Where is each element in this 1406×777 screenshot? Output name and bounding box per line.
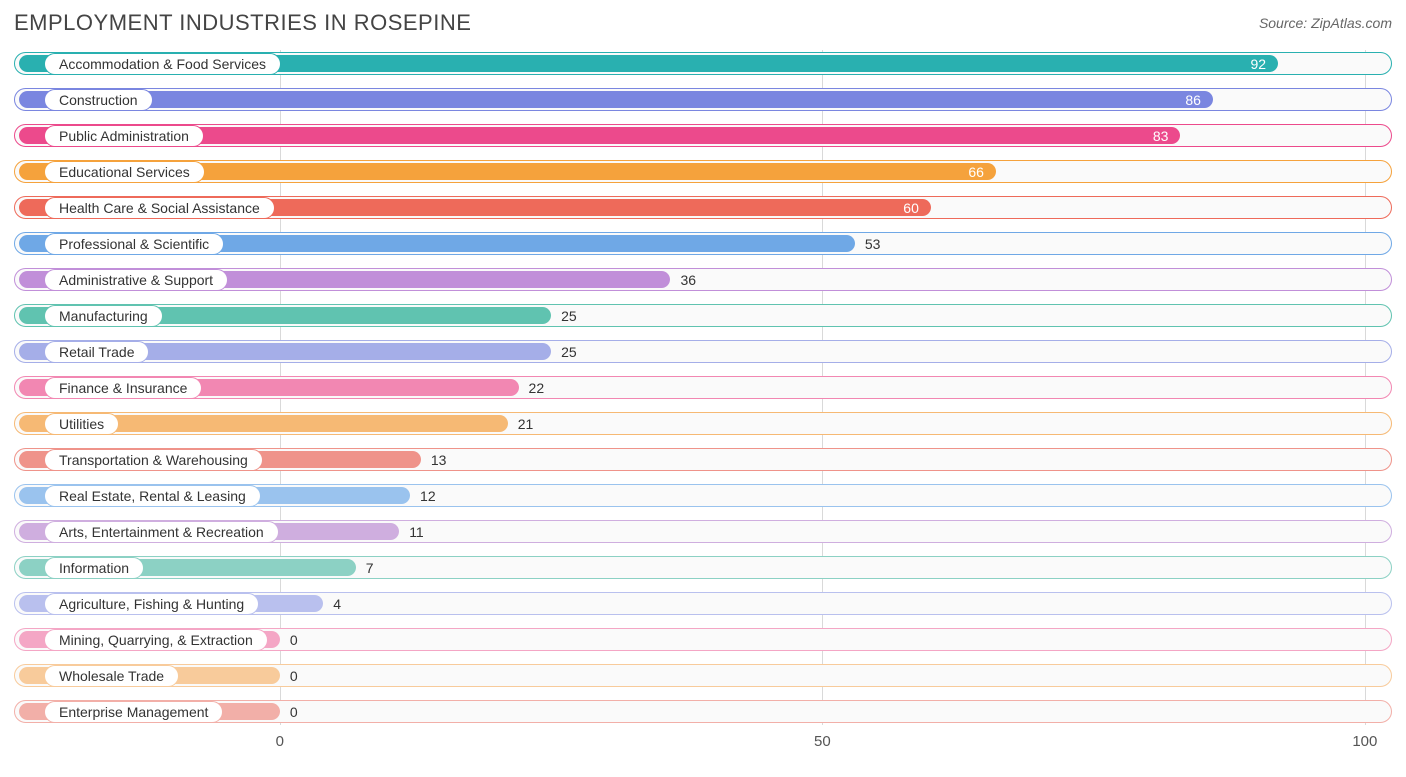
bar-value: 86 <box>1185 92 1201 108</box>
bar-row: Real Estate, Rental & Leasing 12 <box>14 482 1392 509</box>
bar-label: Arts, Entertainment & Recreation <box>44 521 279 543</box>
bar-row: Utilities 21 <box>14 410 1392 437</box>
bar-label: Information <box>44 557 144 579</box>
bar-value: 4 <box>333 596 341 612</box>
bar-row: Finance & Insurance 22 <box>14 374 1392 401</box>
bar-label: Retail Trade <box>44 341 149 363</box>
bar-value: 11 <box>409 524 424 540</box>
bar-row: Educational Services 66 <box>14 158 1392 185</box>
bar-label: Agriculture, Fishing & Hunting <box>44 593 259 615</box>
bar-value: 25 <box>561 344 577 360</box>
x-tick-label: 50 <box>814 733 831 750</box>
bar-row: Retail Trade 25 <box>14 338 1392 365</box>
bar-row: Professional & Scientific 53 <box>14 230 1392 257</box>
bar-value: 92 <box>1251 56 1267 72</box>
bar-value: 36 <box>680 272 696 288</box>
chart-plot: Accommodation & Food Services 92 Construct… <box>14 50 1392 725</box>
bar-row: Arts, Entertainment & Recreation 11 <box>14 518 1392 545</box>
chart-title: EMPLOYMENT INDUSTRIES IN ROSEPINE <box>14 10 471 36</box>
bar-value: 0 <box>290 668 298 684</box>
bar-row: Accommodation & Food Services 92 <box>14 50 1392 77</box>
bar-row: Mining, Quarrying, & Extraction 0 <box>14 626 1392 653</box>
bar-label: Accommodation & Food Services <box>44 53 281 75</box>
bar-value: 0 <box>290 704 298 720</box>
bar-row: Wholesale Trade 0 <box>14 662 1392 689</box>
bar-label: Public Administration <box>44 125 204 147</box>
bar-value: 53 <box>865 236 881 252</box>
bar-value: 13 <box>431 452 447 468</box>
bar-label: Finance & Insurance <box>44 377 202 399</box>
bar-label: Administrative & Support <box>44 269 228 291</box>
bar-value: 60 <box>903 200 919 216</box>
x-tick-label: 100 <box>1352 733 1377 750</box>
bar-value: 0 <box>290 632 298 648</box>
chart-bars: Accommodation & Food Services 92 Construct… <box>14 50 1392 725</box>
bar-row: Manufacturing 25 <box>14 302 1392 329</box>
bar-label: Construction <box>44 89 153 111</box>
bar-value: 83 <box>1153 128 1169 144</box>
bar-label: Health Care & Social Assistance <box>44 197 275 219</box>
x-tick-label: 0 <box>276 733 284 750</box>
bar-value: 66 <box>968 164 984 180</box>
bar-fill <box>19 91 1213 108</box>
bar-label: Real Estate, Rental & Leasing <box>44 485 261 507</box>
bar-label: Wholesale Trade <box>44 665 179 687</box>
bar-value: 7 <box>366 560 374 576</box>
bar-label: Educational Services <box>44 161 205 183</box>
bar-value: 21 <box>518 416 534 432</box>
bar-row: Construction 86 <box>14 86 1392 113</box>
bar-row: Enterprise Management 0 <box>14 698 1392 725</box>
chart-container: EMPLOYMENT INDUSTRIES IN ROSEPINE Source… <box>0 0 1406 777</box>
bar-label: Utilities <box>44 413 119 435</box>
bar-value: 22 <box>529 380 545 396</box>
bar-label: Professional & Scientific <box>44 233 224 255</box>
chart-source: Source: ZipAtlas.com <box>1259 15 1392 31</box>
bar-row: Transportation & Warehousing 13 <box>14 446 1392 473</box>
bar-row: Agriculture, Fishing & Hunting 4 <box>14 590 1392 617</box>
bar-value: 12 <box>420 488 436 504</box>
bar-label: Manufacturing <box>44 305 163 327</box>
bar-label: Mining, Quarrying, & Extraction <box>44 629 268 651</box>
bar-label: Transportation & Warehousing <box>44 449 263 471</box>
bar-row: Public Administration 83 <box>14 122 1392 149</box>
bar-label: Enterprise Management <box>44 701 223 723</box>
chart-header: EMPLOYMENT INDUSTRIES IN ROSEPINE Source… <box>14 10 1392 36</box>
chart-area: Accommodation & Food Services 92 Construct… <box>14 50 1392 759</box>
x-axis: 0 50 100 <box>14 729 1392 759</box>
bar-row: Information 7 <box>14 554 1392 581</box>
bar-row: Administrative & Support 36 <box>14 266 1392 293</box>
bar-value: 25 <box>561 308 577 324</box>
bar-row: Health Care & Social Assistance 60 <box>14 194 1392 221</box>
